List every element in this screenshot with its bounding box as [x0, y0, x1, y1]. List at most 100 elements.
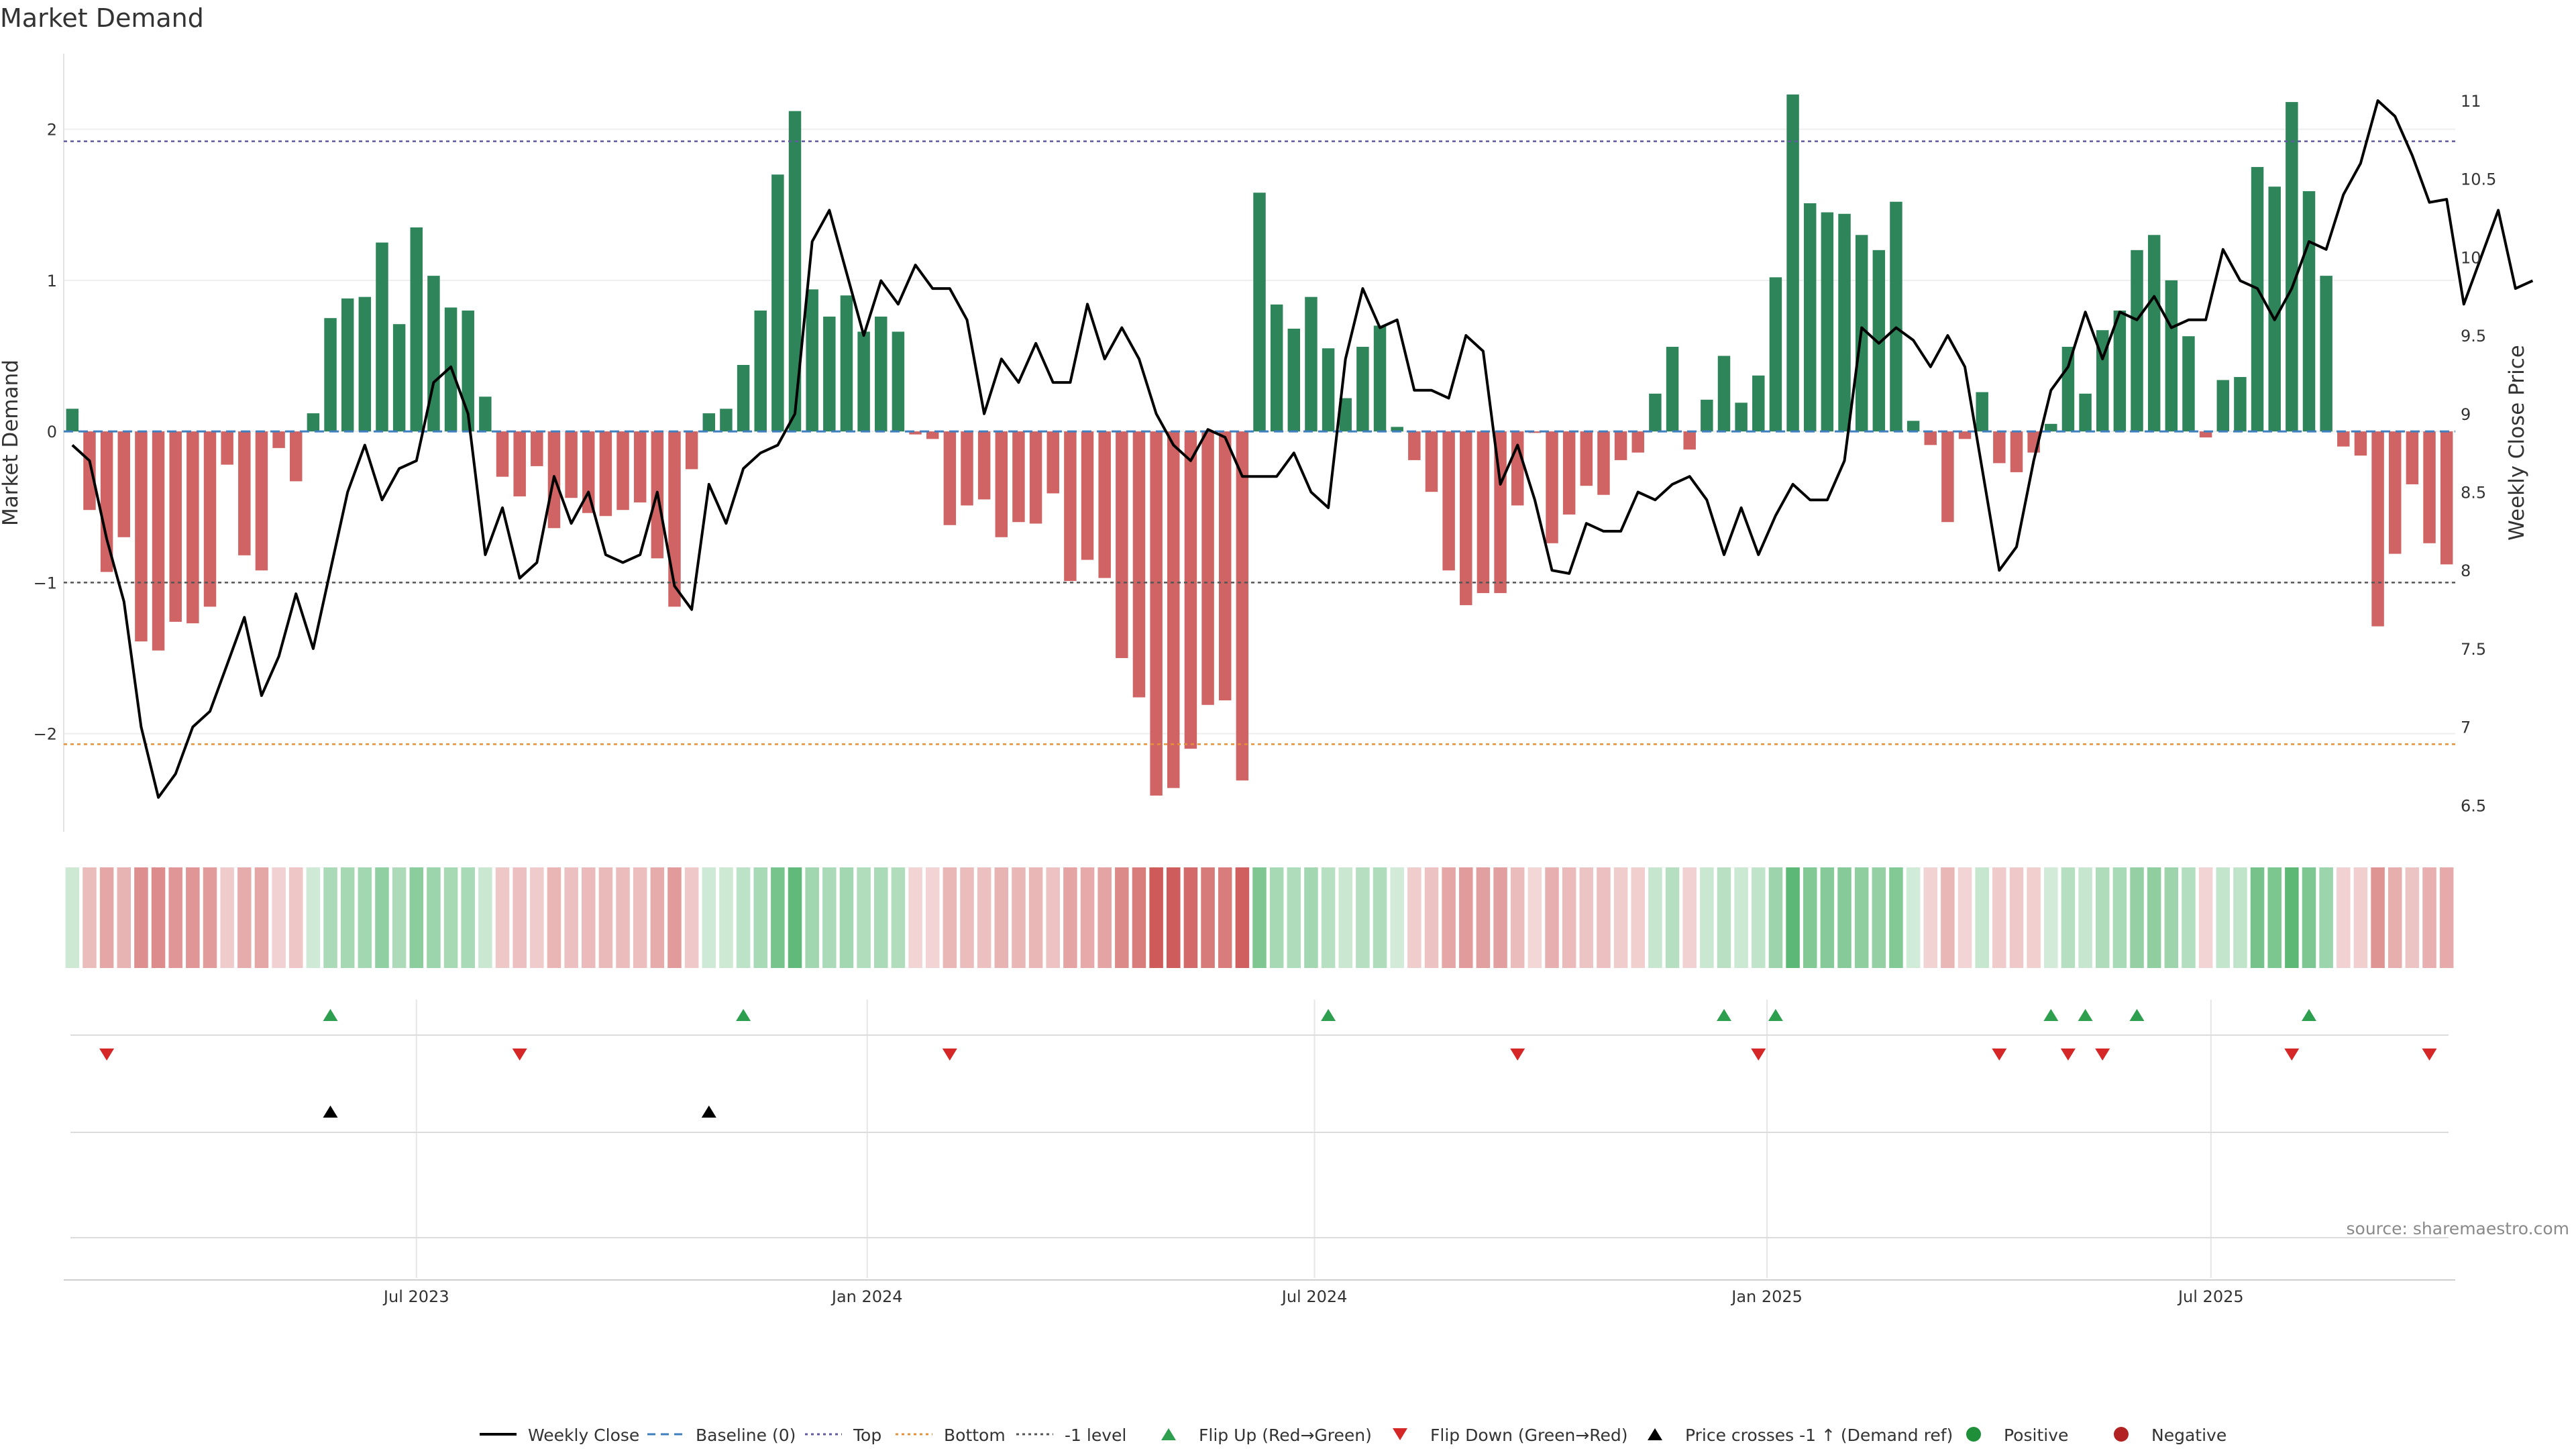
heat-cell: [1407, 867, 1421, 968]
demand-bar-negative: [531, 431, 543, 466]
flip-up-marker: [1717, 1009, 1731, 1021]
flip-down-marker: [2284, 1049, 2300, 1061]
flip-up-marker: [1321, 1009, 1336, 1021]
heat-cell: [1923, 867, 1938, 968]
heat-cell: [1028, 867, 1043, 968]
legend-label: Weekly Close: [528, 1426, 639, 1445]
heat-cell: [564, 867, 578, 968]
heat-cell: [1097, 867, 1112, 968]
heat-cell: [977, 867, 991, 968]
y2-tick-label: 6.5: [2461, 796, 2486, 815]
demand-bar-positive: [341, 298, 354, 432]
heat-cell: [323, 867, 337, 968]
heat-cell: [1115, 867, 1129, 968]
heat-cell: [788, 867, 802, 968]
demand-bar-positive: [2320, 276, 2332, 432]
demand-bar-negative: [1958, 431, 1972, 439]
heat-cell: [547, 867, 561, 968]
heat-cell: [1854, 867, 1869, 968]
demand-bar-negative: [1064, 431, 1077, 582]
heat-cell: [1957, 867, 1972, 968]
demand-bar-positive: [479, 396, 492, 432]
demand-bar-negative: [117, 431, 130, 537]
demand-bar-negative: [1460, 431, 1472, 606]
demand-bar-negative: [599, 431, 612, 517]
heat-cell: [994, 867, 1009, 968]
demand-bar-positive: [702, 413, 716, 432]
flip-down-marker: [99, 1049, 115, 1061]
demand-bar-positive: [875, 316, 888, 432]
heat-cell: [2009, 867, 2024, 968]
price-line-group: [71, 99, 2534, 799]
y2-tick-label: 7.5: [2461, 640, 2486, 659]
demand-bar-positive: [2045, 423, 2057, 432]
legend-item: Weekly Close: [480, 1426, 639, 1445]
heat-cell: [1167, 867, 1181, 968]
demand-bar-positive: [1287, 328, 1301, 432]
demand-bar-negative: [1511, 431, 1524, 506]
heat-cell: [83, 867, 97, 968]
demand-bar-negative: [1924, 431, 1937, 445]
demand-bar-negative: [1218, 431, 1232, 701]
y-tick-label: 1: [47, 272, 57, 290]
y2-tick-label: 11: [2461, 92, 2481, 111]
legend-item: Negative: [2114, 1426, 2226, 1445]
heat-cell: [2267, 867, 2282, 968]
heat-cell: [736, 867, 751, 968]
demand-bar-positive: [1649, 393, 1662, 432]
heat-cell: [1132, 867, 1146, 968]
demand-bar-positive: [1872, 250, 1886, 432]
price-cross-marker: [701, 1106, 716, 1118]
heat-cell: [2095, 867, 2110, 968]
x-axis: Jul 2023 Jan 2024 Jul 2024 Jan 2025 Jul 2025: [382, 1287, 2244, 1306]
y-tick-label: 0: [47, 423, 57, 441]
demand-bar-negative: [1150, 431, 1163, 796]
heat-cell: [805, 867, 819, 968]
heat-cell: [719, 867, 733, 968]
heat-cell: [616, 867, 630, 968]
demand-bar-positive: [1735, 402, 1748, 432]
demand-bar-negative: [1580, 431, 1593, 486]
heat-cell: [1768, 867, 1783, 968]
heat-cell: [1304, 867, 1318, 968]
flip-down-marker: [1992, 1049, 2007, 1061]
heat-cell: [1992, 867, 2006, 968]
demand-bar-negative: [1425, 431, 1438, 492]
demand-bar-positive: [324, 318, 337, 432]
heat-cell: [1597, 867, 1611, 968]
heat-cell: [891, 867, 906, 968]
demand-bar-negative: [1408, 431, 1421, 460]
heat-cell: [2371, 867, 2385, 968]
flip-up-marker: [736, 1009, 751, 1021]
demand-bar-positive: [754, 310, 767, 432]
heat-cell: [925, 867, 940, 968]
demand-bar-negative: [1236, 431, 1249, 781]
heat-cell: [1545, 867, 1559, 968]
heat-cell: [1579, 867, 1594, 968]
heat-cell: [151, 867, 166, 968]
y-tick-label: 2: [47, 121, 57, 140]
heat-cell: [1356, 867, 1370, 968]
heat-cell: [288, 867, 303, 968]
heat-cell: [1424, 867, 1439, 968]
demand-bar-negative: [2406, 431, 2419, 484]
demand-bar-positive: [2131, 250, 2143, 432]
demand-bar-negative: [513, 431, 526, 496]
demand-bar-negative: [1614, 431, 1627, 460]
demand-bar-positive: [66, 409, 79, 432]
heat-cell: [443, 867, 458, 968]
heat-cell: [237, 867, 252, 968]
flip-down-marker: [2095, 1049, 2110, 1061]
demand-bar-positive: [2302, 191, 2316, 432]
demand-bar-positive: [1253, 193, 1266, 432]
demand-bar-positive: [2251, 166, 2264, 432]
flip-up-marker: [2129, 1009, 2145, 1021]
heat-cell: [117, 867, 131, 968]
heat-cell: [99, 867, 114, 968]
heat-cell: [1476, 867, 1491, 968]
heat-cell: [1235, 867, 1250, 968]
y2-tick-label: 8: [2461, 561, 2471, 580]
heat-cell: [650, 867, 665, 968]
legend-label: Top: [853, 1426, 881, 1445]
legend-item: Bottom: [896, 1426, 1006, 1445]
